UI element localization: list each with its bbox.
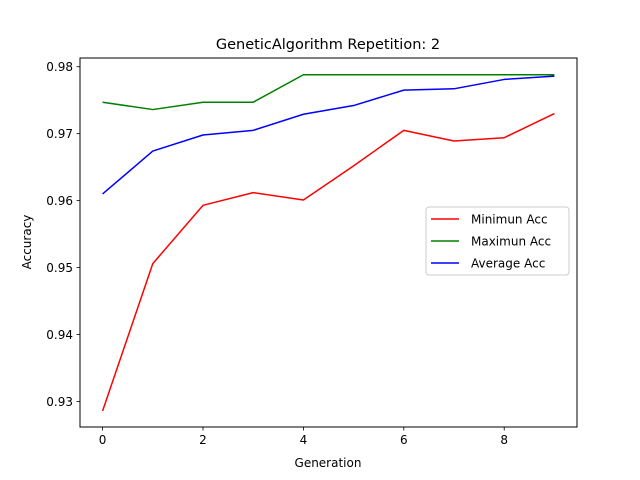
chart-title: GeneticAlgorithm Repetition: 2 xyxy=(216,37,440,53)
x-tick-label-4: 8 xyxy=(500,433,508,447)
series-line-0 xyxy=(101,112,555,412)
legend: Minimun Acc Maximun Acc Average Acc xyxy=(425,206,570,276)
y-tick-label-3: 0.96 xyxy=(46,194,73,208)
x-tick-label-1: 2 xyxy=(199,433,207,447)
y-tick-label-2: 0.95 xyxy=(46,261,73,275)
y-tick-label-4: 0.97 xyxy=(46,127,73,141)
plot-frame xyxy=(79,57,578,428)
y-tick-label-1: 0.94 xyxy=(46,328,73,342)
series-layer xyxy=(101,73,555,412)
x-axis-label: Generation xyxy=(295,456,362,470)
legend-label-2: Average Acc xyxy=(471,257,545,271)
legend-label-0: Minimun Acc xyxy=(471,213,548,227)
legend-box xyxy=(425,206,570,276)
y-tick-label-5: 0.98 xyxy=(46,60,73,74)
series-line-1 xyxy=(102,73,555,111)
legend-label-1: Maximun Acc xyxy=(471,235,551,249)
series-line-2 xyxy=(102,75,555,195)
x-tick-label-2: 4 xyxy=(300,433,308,447)
y-tick-label-0: 0.93 xyxy=(46,395,73,409)
y-axis-label: Accuracy xyxy=(20,215,34,270)
x-tick-label-3: 6 xyxy=(400,433,408,447)
axes-layer: 0 2 4 6 8 0.93 0.94 0.95 0.96 0.97 0.98 xyxy=(46,57,578,447)
x-tick-label-0: 0 xyxy=(99,433,107,447)
